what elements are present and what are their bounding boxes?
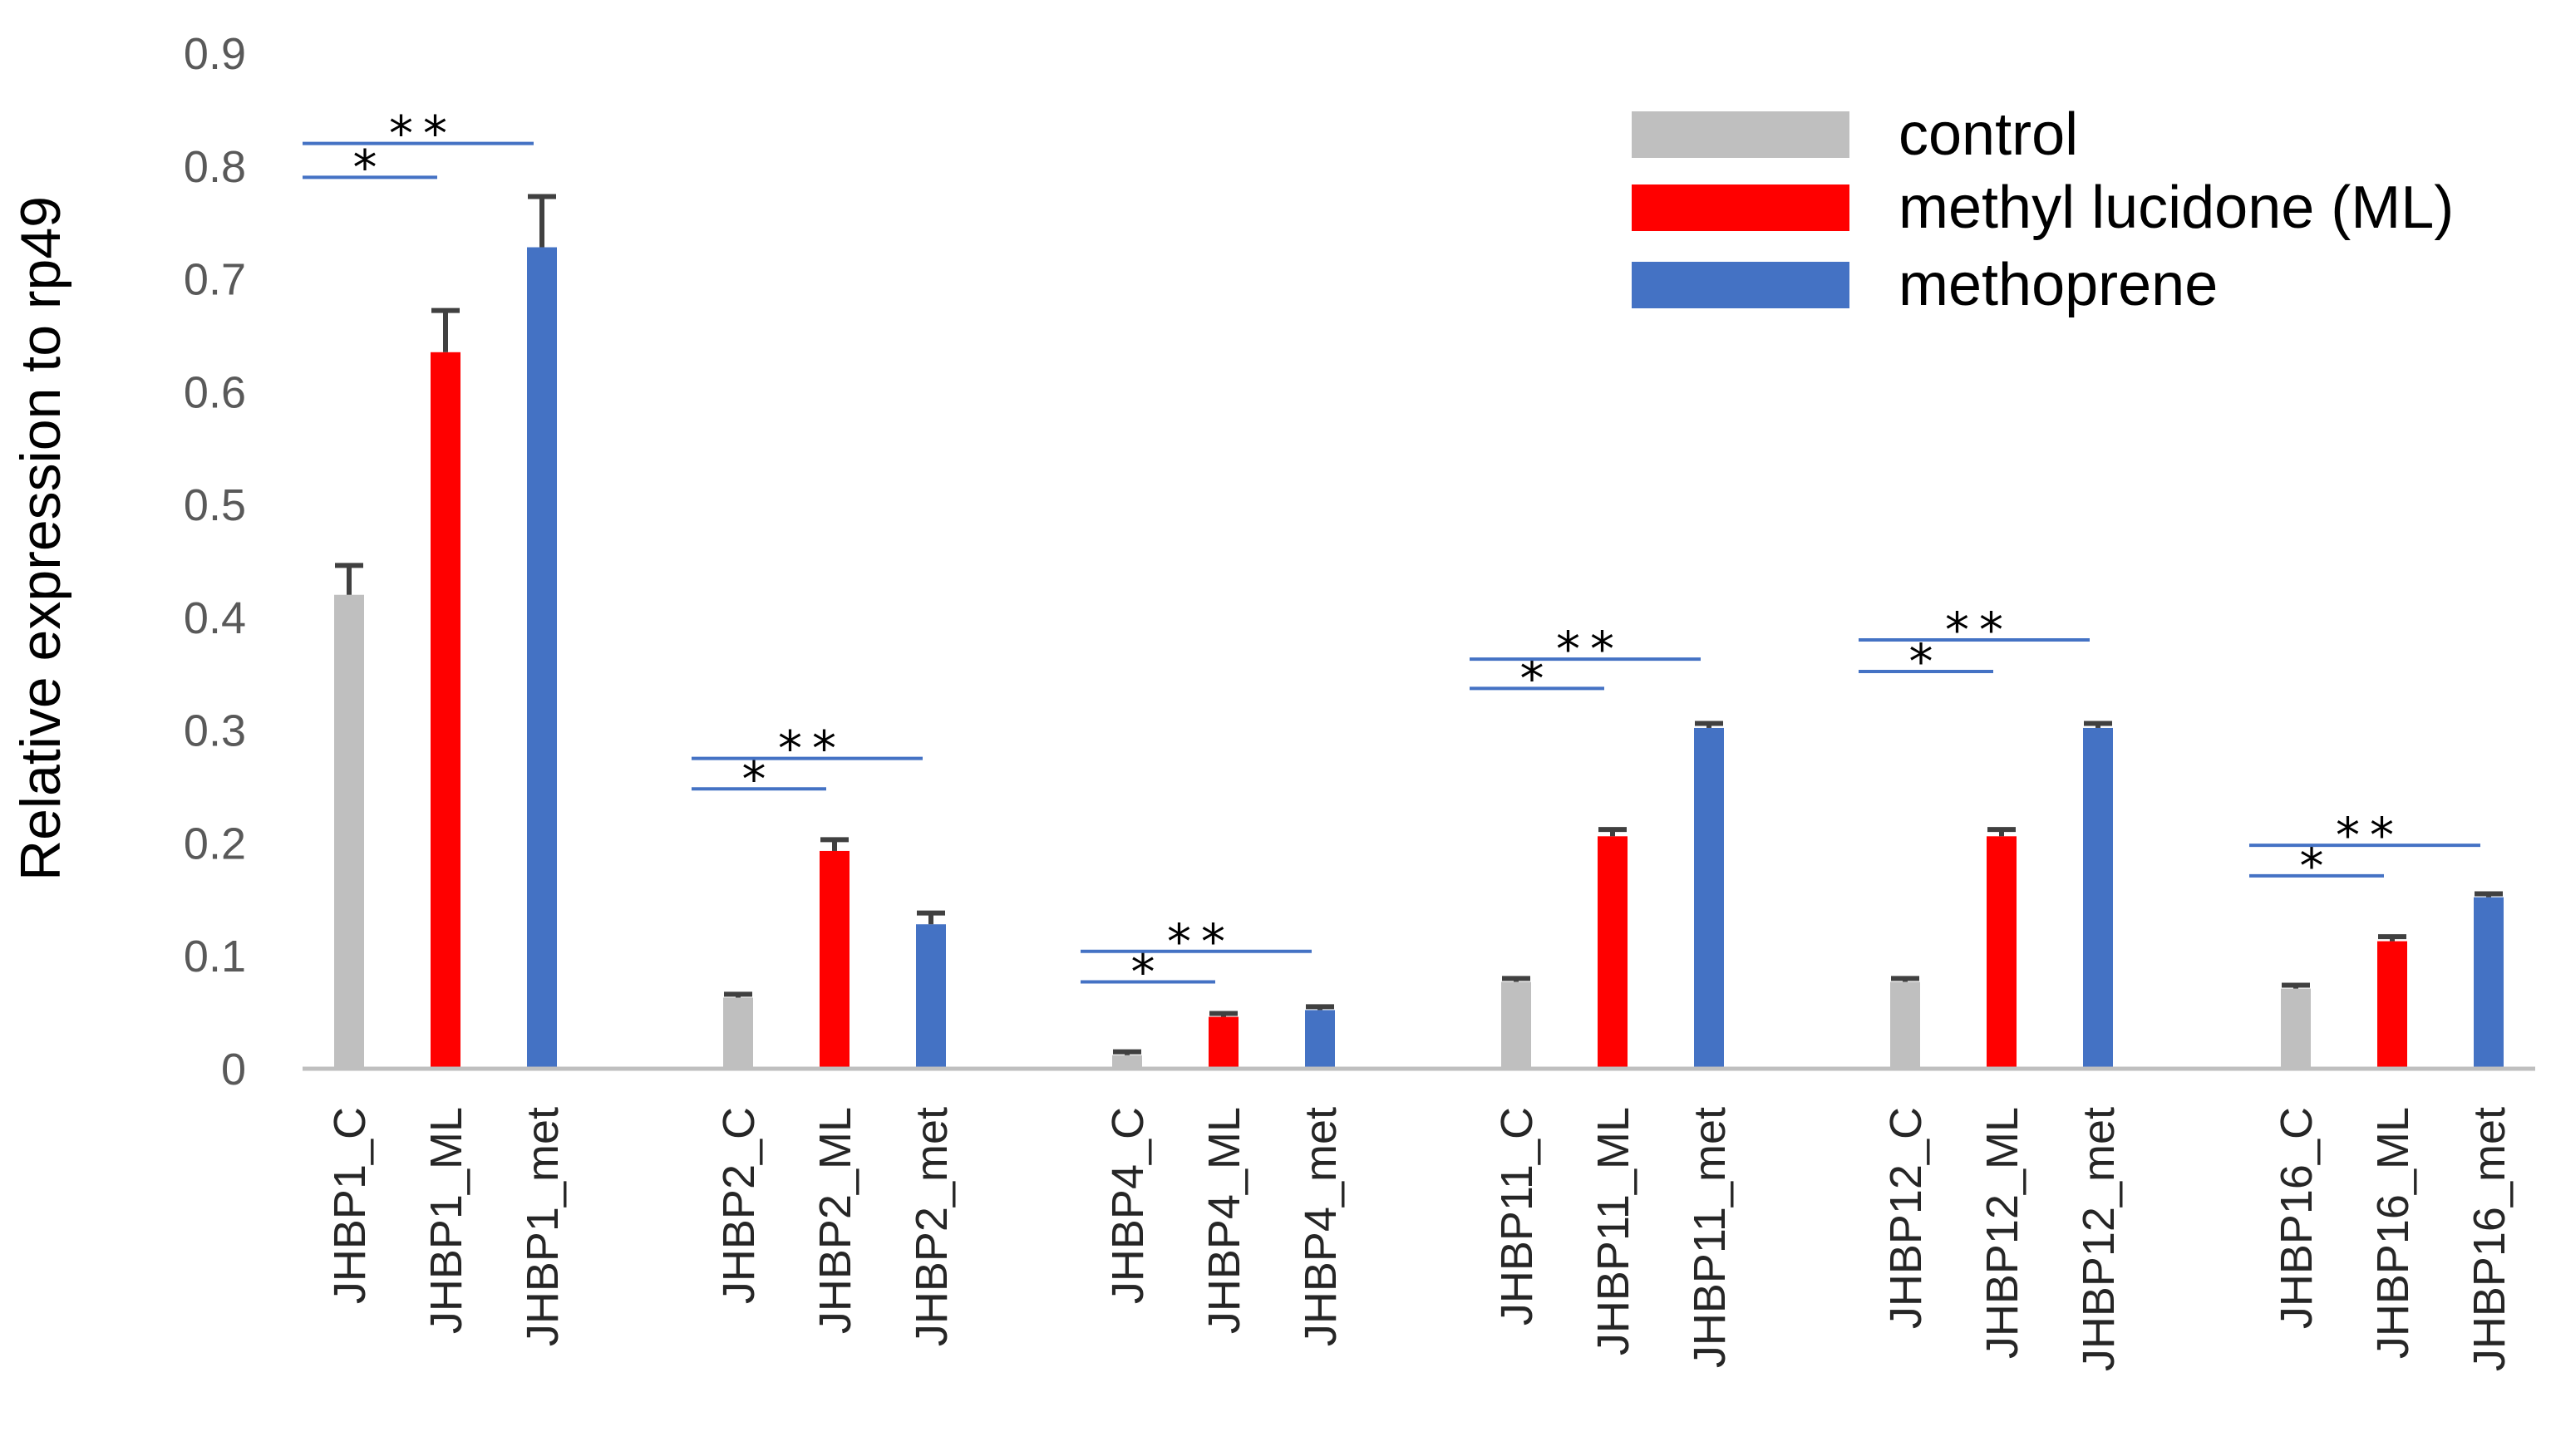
y-tick-label: 0.1 xyxy=(184,932,246,981)
y-axis-ticks: 0 0.1 0.2 0.3 0.4 0.5 0.6 0.7 0.8 0.9 xyxy=(184,29,246,1094)
legend-label: control xyxy=(1898,101,2078,168)
legend-label: methyl lucidone (ML) xyxy=(1898,175,2454,241)
category-label: JHBP16_met xyxy=(2465,1107,2514,1371)
error-bars-layer xyxy=(335,194,2503,1055)
bar-jhbp1-ml xyxy=(431,352,460,1069)
category-label: JHBP4_C xyxy=(1103,1107,1153,1304)
legend-label: methoprene xyxy=(1898,252,2218,318)
category-label: JHBP12_ML xyxy=(1977,1107,2027,1359)
bar-jhbp2-c xyxy=(723,997,753,1069)
y-tick-label: 0.4 xyxy=(184,593,246,643)
category-label: JHBP16_ML xyxy=(2368,1107,2418,1359)
bar-jhbp11-c xyxy=(1501,981,1531,1069)
bar-jhbp2-met xyxy=(916,924,946,1069)
y-tick-label: 0.5 xyxy=(184,480,246,530)
bars-layer xyxy=(334,247,2504,1069)
y-tick-label: 0.2 xyxy=(184,819,246,868)
bar-jhbp11-ml xyxy=(1598,836,1628,1069)
category-label: JHBP1_met xyxy=(518,1107,568,1346)
category-label: JHBP11_ML xyxy=(1588,1107,1638,1355)
legend: control methyl lucidone (ML) methoprene xyxy=(1632,101,2454,318)
y-tick-label: 0.8 xyxy=(184,142,246,192)
category-label: JHBP4_met xyxy=(1296,1107,1346,1346)
y-tick-label: 0.7 xyxy=(184,255,246,305)
bar-jhbp4-met xyxy=(1305,1010,1335,1069)
bar-jhbp2-ml xyxy=(820,850,850,1069)
legend-swatch xyxy=(1632,262,1849,308)
bar-jhbp12-ml xyxy=(1987,836,2017,1069)
bar-jhbp16-ml xyxy=(2377,941,2407,1069)
significance-stars: ** xyxy=(389,106,457,162)
category-label: JHBP4_ML xyxy=(1199,1107,1249,1334)
category-label: JHBP2_ML xyxy=(810,1107,860,1334)
category-label: JHBP11_met xyxy=(1685,1107,1735,1368)
bar-jhbp1-met xyxy=(527,247,557,1069)
category-label: JHBP11_C xyxy=(1492,1107,1542,1326)
y-axis-title: Relative expression to rp49 xyxy=(9,196,72,881)
significance-stars: ** xyxy=(2336,807,2404,863)
bar-jhbp16-c xyxy=(2281,988,2311,1069)
significance-stars: * xyxy=(1909,633,1943,690)
bar-jhbp12-c xyxy=(1890,981,1920,1069)
bar-jhbp4-ml xyxy=(1209,1016,1239,1069)
significance-stars: ** xyxy=(1556,621,1624,677)
bar-jhbp12-met xyxy=(2083,727,2113,1069)
significance-stars: ** xyxy=(1167,913,1235,970)
bar-jhbp16-met xyxy=(2474,897,2504,1069)
category-label: JHBP16_C xyxy=(2272,1107,2322,1329)
significance-layer: ************ ****** xyxy=(303,106,2480,1000)
significance-stars: ** xyxy=(1945,602,2013,658)
bar-jhbp4-c xyxy=(1112,1055,1142,1069)
legend-swatch xyxy=(1632,111,1849,158)
bar-jhbp1-c xyxy=(334,594,364,1069)
category-label: JHBP2_C xyxy=(714,1107,764,1304)
y-tick-label: 0 xyxy=(221,1045,246,1094)
significance-stars: ** xyxy=(778,721,846,777)
category-label: JHBP1_ML xyxy=(421,1107,471,1334)
bar-jhbp11-met xyxy=(1694,727,1724,1069)
legend-swatch xyxy=(1632,184,1849,231)
category-label: JHBP1_C xyxy=(325,1107,375,1304)
category-label: JHBP12_C xyxy=(1881,1107,1931,1329)
y-tick-label: 0.6 xyxy=(184,367,246,417)
category-label: JHBP12_met xyxy=(2074,1107,2124,1371)
significance-stars: * xyxy=(353,139,387,195)
category-labels: JHBP1_C JHBP1_ML JHBP1_met JHBP2_C JHBP2_ML J… xyxy=(325,1107,2514,1371)
y-tick-label: 0.9 xyxy=(184,29,246,79)
y-tick-label: 0.3 xyxy=(184,706,246,756)
category-label: JHBP2_met xyxy=(907,1107,957,1346)
